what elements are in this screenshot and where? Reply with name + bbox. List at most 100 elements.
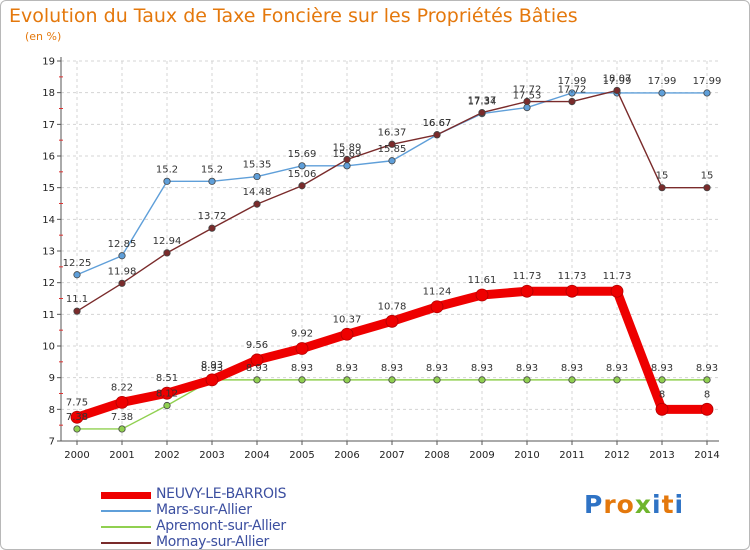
x-tick-label: 2009 <box>469 450 494 461</box>
data-point-neuvy <box>520 284 534 298</box>
data-label-neuvy: 8 <box>704 389 710 400</box>
x-tick-label: 2005 <box>289 450 314 461</box>
y-tick-label: 12 <box>42 278 55 289</box>
logo-letter: t <box>661 490 675 519</box>
data-label-apremont: 7.38 <box>111 412 133 423</box>
x-tick-label: 2014 <box>694 450 719 461</box>
data-point-mornay <box>703 184 711 192</box>
axes: 7 8 9 10 11 12 13 14 15 16 17 18 19 2000 2001 2002 2003 2… <box>42 57 719 462</box>
x-tick-label: 2002 <box>154 450 179 461</box>
data-point-mornay <box>658 184 666 192</box>
data-point-apremont <box>388 376 396 384</box>
y-tick-label: 18 <box>42 88 55 99</box>
data-point-apremont <box>613 376 621 384</box>
logo-letter: r <box>603 490 617 519</box>
y-tick-label: 8 <box>49 405 55 416</box>
logo-letter: P <box>584 490 604 519</box>
data-point-neuvy <box>700 402 714 416</box>
data-point-apremont <box>703 376 711 384</box>
data-label-mars: 17.99 <box>648 76 677 87</box>
data-point-neuvy <box>610 284 624 298</box>
data-label-mars: 12.25 <box>63 258 92 269</box>
data-label-mornay: 15.89 <box>333 142 362 153</box>
data-point-mars <box>703 89 711 97</box>
y-tick-label: 17 <box>42 120 55 131</box>
data-label-apremont: 8.93 <box>606 363 628 374</box>
logo-letter: o <box>616 490 635 519</box>
data-label-mars: 15.35 <box>243 160 272 171</box>
x-tick-label: 2006 <box>334 450 359 461</box>
data-label-mars: 12.85 <box>108 239 137 250</box>
data-label-neuvy: 9.92 <box>291 329 313 340</box>
x-tick-label: 2004 <box>244 450 269 461</box>
y-tick-label: 10 <box>42 342 55 353</box>
data-label-neuvy: 11.73 <box>603 271 632 282</box>
data-point-mornay <box>343 155 351 164</box>
data-label-neuvy: 11.73 <box>558 271 587 282</box>
data-point-mornay <box>298 182 306 190</box>
data-label-mornay: 14.48 <box>243 187 272 198</box>
data-point-mars <box>298 162 306 170</box>
data-point-mars <box>73 271 81 279</box>
data-label-neuvy: 8 <box>659 389 665 400</box>
data-label-apremont: 8.93 <box>246 363 268 374</box>
data-label-mars: 17.53 <box>513 91 542 102</box>
data-point-mornay <box>163 249 171 257</box>
data-label-apremont: 8.93 <box>516 363 538 374</box>
data-point-neuvy <box>250 353 264 367</box>
data-point-apremont <box>523 376 531 384</box>
data-label-apremont: 8.93 <box>471 363 493 374</box>
data-label-apremont: 8.93 <box>696 363 718 374</box>
legend-label-apremont: Apremont-sur-Allier <box>156 518 286 534</box>
data-point-apremont <box>73 425 81 433</box>
data-label-apremont: 8.93 <box>381 363 403 374</box>
data-label-neuvy: 10.37 <box>333 314 362 325</box>
legend-swatch-neuvy <box>101 492 151 499</box>
data-point-apremont <box>658 376 666 384</box>
y-tick-label: 13 <box>42 247 55 258</box>
data-label-neuvy: 8.51 <box>156 373 178 384</box>
data-point-mars <box>163 177 171 185</box>
data-label-apremont: 8.93 <box>291 363 313 374</box>
data-label-mars: 15.2 <box>156 164 178 175</box>
data-label-neuvy: 11.24 <box>423 287 452 298</box>
data-label-mornay: 15 <box>701 171 714 182</box>
data-label-neuvy: 8.22 <box>111 382 133 393</box>
x-tick-label: 2010 <box>514 450 539 461</box>
data-point-mornay <box>523 97 531 106</box>
data-point-mars <box>388 157 396 165</box>
data-label-mornay: 17.37 <box>468 96 497 107</box>
y-tick-label: 9 <box>49 373 55 384</box>
data-label-mars: 17.99 <box>603 76 632 87</box>
data-point-neuvy <box>340 327 354 341</box>
data-point-neuvy <box>430 300 444 314</box>
data-point-apremont <box>118 425 126 433</box>
data-label-neuvy: 7.75 <box>66 397 88 408</box>
data-label-apremont: 8.93 <box>561 363 583 374</box>
logo-letter: i <box>674 490 685 519</box>
data-point-apremont <box>433 376 441 384</box>
data-label-neuvy: 8.93 <box>201 360 223 371</box>
chart-title: Evolution du Taux de Taxe Foncière sur l… <box>9 5 578 27</box>
data-point-mars <box>253 172 261 181</box>
data-point-neuvy <box>295 342 309 355</box>
data-point-apremont <box>478 376 486 384</box>
y-tick-label: 15 <box>42 183 55 194</box>
data-point-mornay <box>433 131 441 139</box>
data-label-mornay: 16.67 <box>423 118 452 129</box>
y-tick-label: 14 <box>42 215 55 226</box>
data-label-mornay: 18.07 <box>603 73 632 84</box>
data-label-mars: 15.69 <box>333 149 362 160</box>
data-label-mornay: 13.72 <box>198 211 227 222</box>
data-label-mornay: 17.72 <box>513 85 542 96</box>
legend-label-mornay: Mornay-sur-Allier <box>156 534 269 550</box>
data-label-apremont: 8.12 <box>156 389 178 400</box>
data-label-neuvy: 9.56 <box>246 340 268 351</box>
data-labels: 12.25 12.85 15.2 15.2 15.35 15.69 15.69 15.85 16… <box>63 73 722 423</box>
data-point-mars <box>658 89 666 97</box>
data-label-apremont: 7.38 <box>66 412 88 423</box>
data-label-mars: 15.2 <box>201 164 223 175</box>
data-label-mars: 17.99 <box>693 76 722 87</box>
data-label-mornay: 15.06 <box>288 169 317 180</box>
